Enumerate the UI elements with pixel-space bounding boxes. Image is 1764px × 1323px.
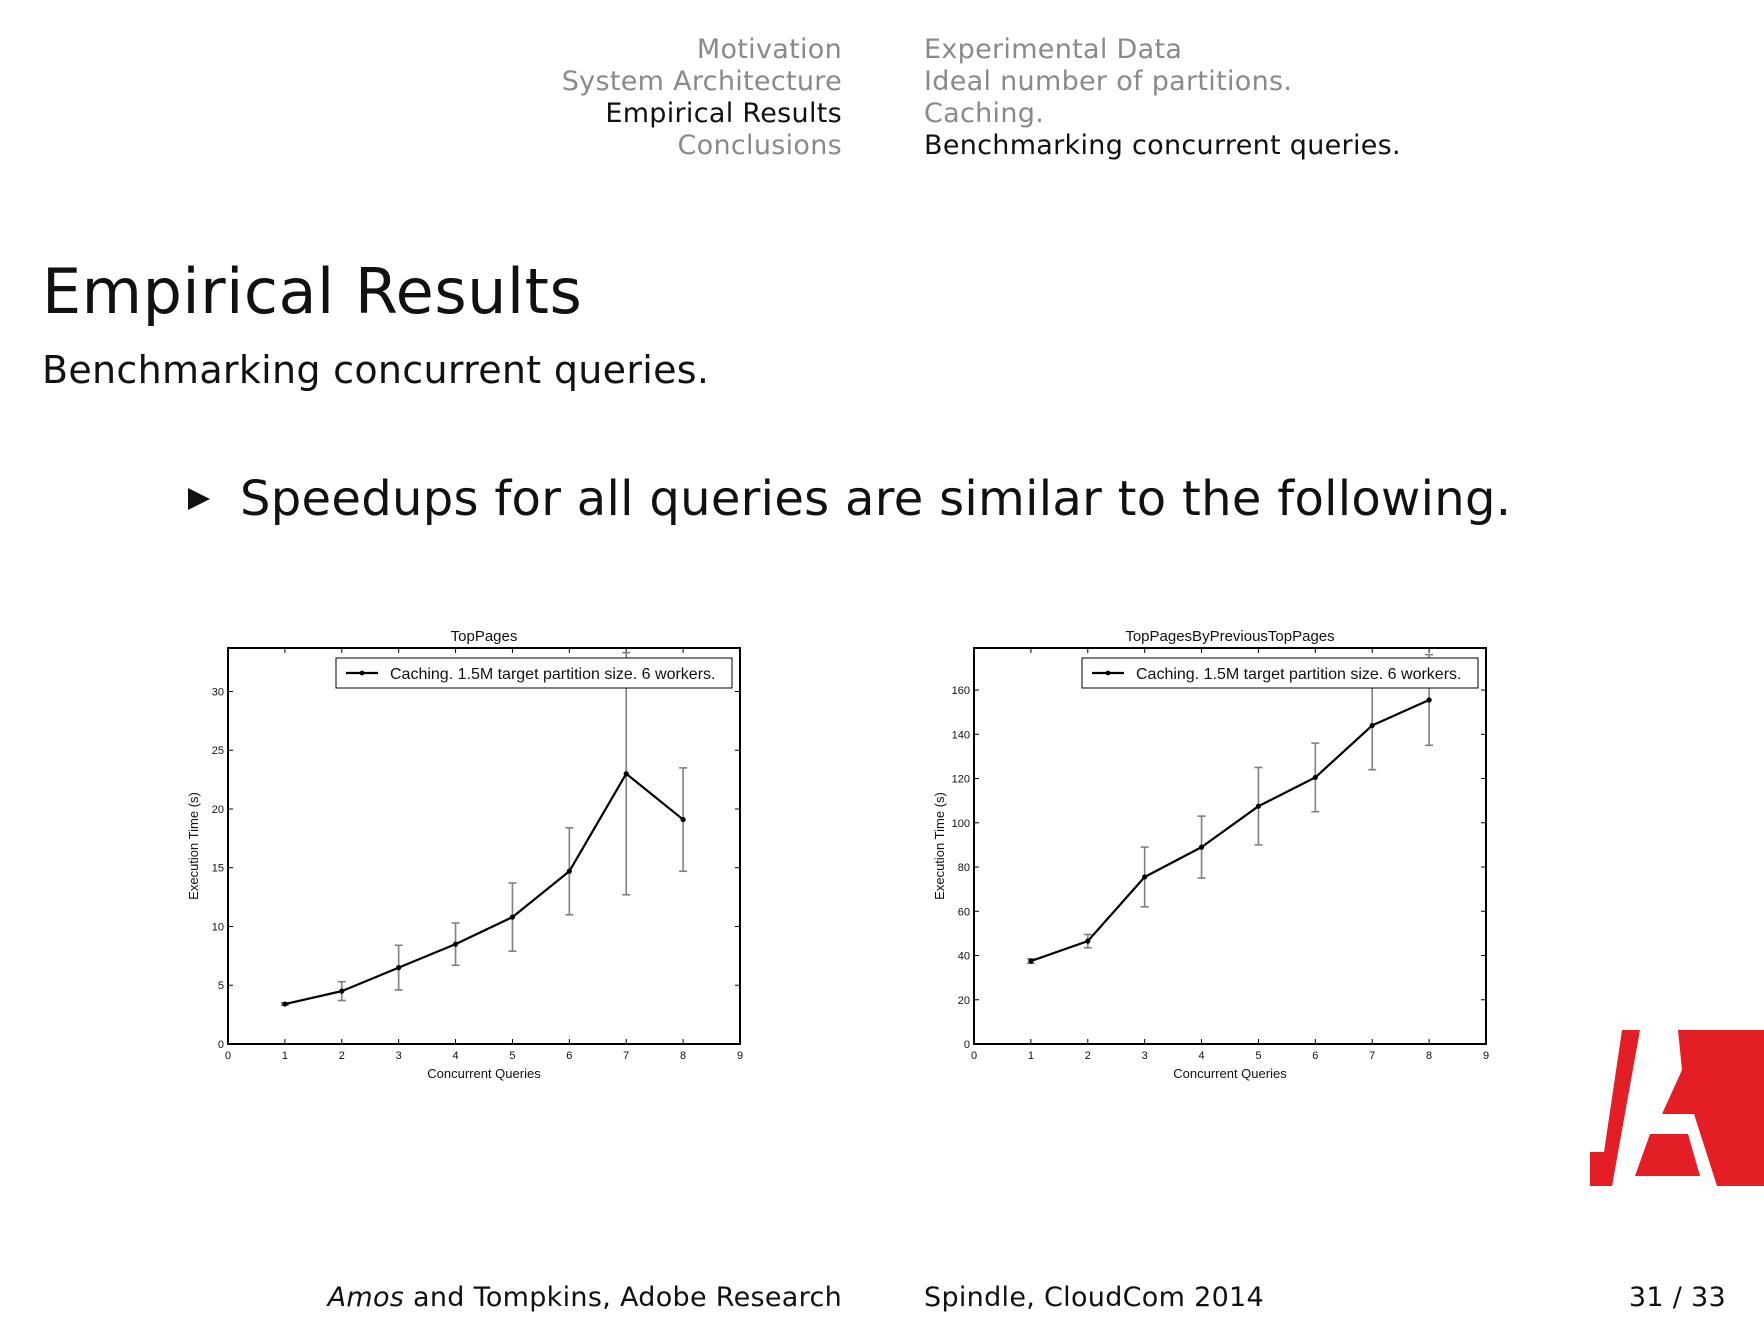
y-tick-label: 0 [964,1039,970,1051]
x-tick-label: 2 [1085,1050,1091,1062]
y-tick-label: 5 [218,980,224,992]
y-tick-label: 140 [952,729,970,741]
nav-section-conclusions[interactable]: Conclusions [677,130,842,161]
x-tick-label: 7 [1369,1050,1375,1062]
y-tick-label: 20 [212,804,224,816]
y-tick-label: 80 [958,862,970,874]
y-tick-label: 0 [218,1039,224,1051]
legend-label: Caching. 1.5M target partition size. 6 w… [1136,666,1461,683]
legend-box [1081,657,1479,689]
data-point [396,965,402,971]
data-point [566,868,572,874]
data-point [1142,874,1148,880]
y-tick-label: 120 [952,774,970,786]
data-point [1312,774,1318,781]
x-tick-label: 2 [339,1050,345,1062]
y-tick-label: 10 [212,921,224,933]
x-tick-label: 8 [1426,1050,1432,1062]
data-point [509,914,516,920]
y-tick-label: 25 [212,745,224,757]
x-tick-label: 5 [509,1050,515,1062]
x-tick-label: 6 [1312,1050,1318,1062]
nav-section-empirical-results[interactable]: Empirical Results [605,98,842,129]
x-tick-label: 3 [396,1050,402,1062]
y-tick-label: 60 [958,906,970,918]
x-tick-label: 5 [1255,1050,1261,1062]
nav-subsections: Experimental Data Ideal number of partit… [924,34,1401,162]
adobe-logo-shape [1590,1030,1764,1186]
y-tick-label: 20 [958,995,970,1007]
footer-author: Amos and Tompkins, Adobe Research [328,1282,842,1314]
footer-page-number: 31 / 33 [1628,1282,1726,1313]
nav-subsection-ideal-partitions[interactable]: Ideal number of partitions. [924,66,1293,97]
x-tick-label: 8 [680,1050,686,1062]
series-line [1030,698,1430,963]
chart-title: TopPagesByPreviousTopPages [1125,628,1334,645]
data-point [1085,938,1091,944]
y-tick-label: 15 [212,863,224,875]
frame-title: Empirical Results [42,255,583,328]
data-point [1198,844,1205,850]
legend-label: Caching. 1.5M target partition size. 6 w… [390,666,715,683]
x-tick-label: 9 [737,1050,743,1062]
frame-subtitle: Benchmarking concurrent queries. [42,348,710,392]
x-tick-label: 0 [971,1050,977,1062]
triangle-bullet-icon [188,488,210,510]
y-tick-label: 40 [958,951,970,963]
x-axis-label: Concurrent Queries [1173,1066,1287,1081]
footer-author-italic: Amos [327,1282,405,1313]
nav-subsection-caching[interactable]: Caching. [924,98,1045,129]
nav-subsection-benchmarking[interactable]: Benchmarking concurrent queries. [924,130,1401,161]
data-point [623,771,629,777]
x-tick-label: 7 [623,1050,629,1062]
bullet-item: Speedups for all queries are similar to … [188,470,1511,528]
bullet-text: Speedups for all queries are similar to … [240,471,1512,527]
legend-marker-icon [359,670,365,676]
footer-author-rest: and Tompkins, Adobe Research [404,1282,842,1313]
legend-box [335,657,733,689]
x-tick-label: 1 [282,1050,288,1062]
y-tick-label: 100 [952,818,970,830]
x-tick-label: 4 [452,1050,458,1062]
nav-section-motivation[interactable]: Motivation [696,34,842,65]
legend-marker-icon [1105,670,1111,676]
y-tick-label: 160 [952,685,970,697]
x-tick-label: 3 [1142,1050,1148,1062]
y-axis-label: Execution Time (s) [186,792,201,900]
data-point [1255,803,1262,809]
x-tick-label: 1 [1028,1050,1034,1062]
data-point [1426,697,1432,703]
chart-top-pages-by-previous: TopPagesByPreviousTopPages 0 1 2 3 4 5 6 7 8 9 0 20 4… [932,628,1489,1081]
y-axis-label: Execution Time (s) [932,792,947,900]
data-point [452,941,459,947]
data-point [1028,958,1034,964]
x-tick-label: 4 [1198,1050,1204,1062]
data-point [282,1001,288,1007]
nav-subsection-experimental-data[interactable]: Experimental Data [924,34,1183,65]
plot-frame [973,647,1487,1045]
adobe-logo-icon [1590,1030,1764,1186]
plot-frame [227,647,741,1045]
data-point [1369,722,1375,729]
data-point [680,816,686,823]
x-tick-label: 0 [225,1050,231,1062]
y-tick-label: 30 [212,686,224,698]
chart-title: TopPages [451,628,518,645]
nav-section-system-architecture[interactable]: System Architecture [561,66,842,97]
footer-venue: Spindle, CloudCom 2014 [924,1282,1264,1313]
data-point [339,988,345,994]
x-tick-label: 9 [1483,1050,1489,1062]
x-tick-label: 6 [566,1050,572,1062]
series-line [284,772,684,1006]
x-axis-label: Concurrent Queries [427,1066,541,1081]
chart-top-pages: TopPages 0 1 2 3 4 5 6 7 8 9 0 5 10 15 20 25 30 Concurrent… [186,628,743,1081]
nav-sections: Motivation System Architecture Empirical… [562,34,842,162]
